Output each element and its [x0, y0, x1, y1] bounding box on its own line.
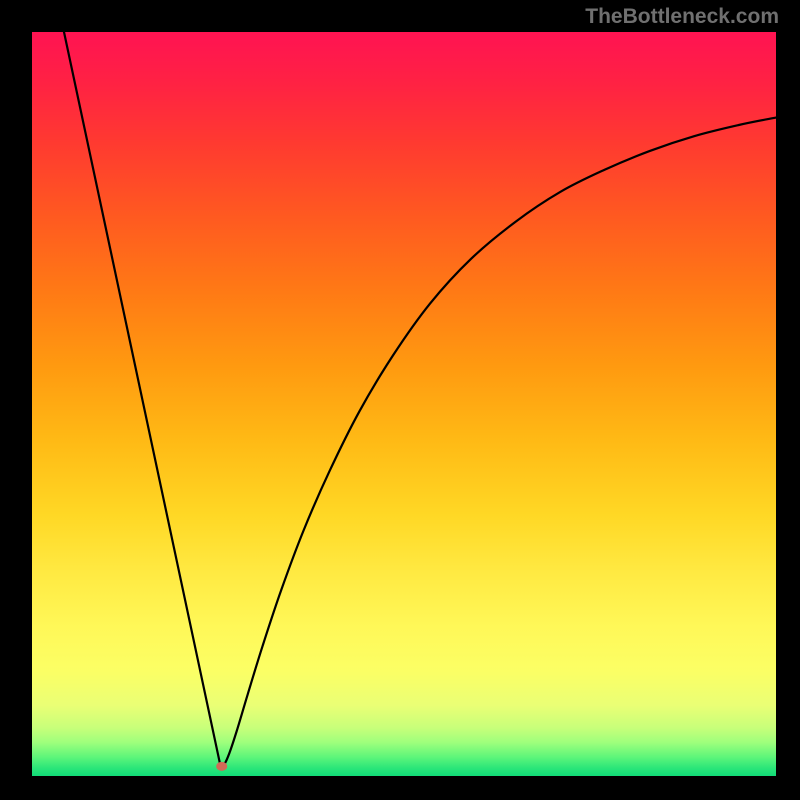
chart-container: TheBottleneck.com	[0, 0, 800, 800]
bottleneck-chart	[0, 0, 800, 800]
optimum-marker	[216, 762, 227, 771]
watermark-text: TheBottleneck.com	[585, 5, 779, 29]
